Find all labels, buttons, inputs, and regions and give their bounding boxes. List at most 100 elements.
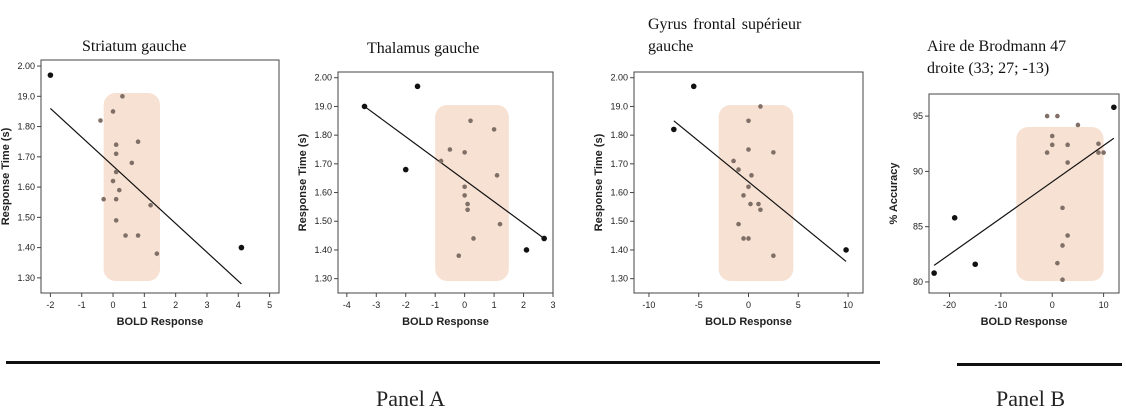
y-tick-label: 1.50: [610, 216, 628, 226]
data-point: [101, 196, 106, 202]
outlier-point: [523, 247, 530, 253]
y-tick-label: 1.80: [610, 130, 628, 140]
data-point: [113, 196, 119, 202]
panel-b-divider: [957, 363, 1122, 366]
panel-b-label: Panel B: [996, 386, 1066, 411]
data-point: [154, 251, 160, 256]
outlier-point: [238, 244, 245, 251]
panel-a-label: Panel A: [376, 386, 446, 411]
x-tick-label: 5: [267, 300, 272, 310]
chart-title-brodmann-text: Aire de Brodmann 47 droite (33; 27; -13): [927, 38, 1067, 77]
chart-title-gyrus: Gyrus frontal supérieur gauche: [648, 14, 848, 58]
y-tick-label: 85: [913, 222, 923, 232]
x-tick-label: 5: [796, 300, 801, 310]
y-tick-label: 19.0: [610, 101, 628, 111]
data-point: [741, 236, 746, 241]
data-point: [1065, 142, 1070, 148]
outlier-point: [671, 126, 677, 133]
x-tick-label: 10: [1099, 300, 1109, 310]
data-point: [110, 178, 116, 184]
plot-frame: [40, 59, 280, 294]
data-point: [748, 201, 753, 207]
y-tick-label: 2.00: [314, 73, 332, 83]
outlier-point: [972, 261, 979, 268]
data-point: [110, 109, 116, 114]
data-point: [1065, 160, 1070, 165]
x-tick-label: -4: [343, 300, 351, 310]
x-tick-label: 3: [204, 300, 209, 310]
data-point: [746, 147, 751, 152]
data-point: [497, 221, 503, 227]
y-tick-label: 1.30: [314, 274, 332, 284]
y-tick-label: 1.80: [314, 130, 332, 140]
x-tick-label: -1: [78, 300, 86, 310]
data-point: [456, 253, 462, 258]
data-point: [468, 118, 473, 124]
data-point: [1096, 150, 1101, 155]
data-point: [1075, 122, 1081, 128]
regression-line: [673, 120, 847, 262]
data-point: [148, 202, 153, 208]
regression-line: [933, 137, 1115, 266]
chart-3: -10 -5 0 5 10 1.30 1.40 1.50 1.60 1.70 1.80 19.0 2.0…: [593, 71, 864, 328]
x-tick-label: -2: [402, 300, 410, 310]
outlier-point: [541, 235, 547, 242]
y-tick-label: 1.60: [17, 182, 35, 192]
data-point: [113, 151, 119, 157]
x-tick-label: -10: [642, 300, 655, 310]
y-tick-label: 1.60: [610, 188, 628, 198]
data-point: [465, 207, 470, 213]
data-point: [447, 147, 453, 152]
y-tick-label: 1.30: [17, 273, 35, 283]
highlight-band: [103, 93, 160, 281]
data-point: [1049, 142, 1055, 148]
x-tick-label: 3: [550, 300, 555, 310]
outlier-point: [843, 247, 849, 253]
y-tick-label: 1.50: [17, 212, 35, 222]
data-point: [120, 94, 125, 99]
data-point: [746, 236, 751, 241]
y-tick-label: 1.60: [314, 188, 332, 198]
x-tick-label: 0: [746, 300, 751, 310]
outlier-point: [414, 83, 421, 90]
y-tick-label: 1.70: [17, 152, 35, 162]
outlier-point: [690, 83, 697, 90]
x-tick-label: -10: [994, 300, 1007, 310]
data-point: [471, 236, 476, 241]
data-point: [1044, 113, 1050, 119]
y-tick-label: 19.0: [17, 91, 35, 101]
y-tick-label: 19.0: [314, 101, 332, 111]
chart-title-striatum: Striatum gauche: [82, 38, 187, 55]
y-tick-label: 2.00: [610, 73, 628, 83]
y-axis-label: % Accuracy: [888, 162, 900, 225]
chart-title-gyrus-text: Gyrus frontal supérieur gauche: [648, 16, 802, 55]
y-tick-label: 1.50: [314, 216, 332, 226]
data-point: [1055, 260, 1060, 266]
chart-4: -20 -10 0 10 80 85 90 95 BOLD Response % Accuracy: [888, 93, 1120, 328]
y-axis-label: Response Time (s): [0, 127, 12, 225]
highlight-band: [1016, 127, 1104, 281]
y-tick-label: 1.80: [17, 122, 35, 132]
x-tick-label: -1: [431, 300, 439, 310]
y-tick-label: 1.40: [314, 245, 332, 255]
data-point: [462, 150, 467, 155]
plot-frame: [928, 93, 1120, 294]
data-point: [736, 167, 741, 172]
data-point: [1044, 150, 1050, 155]
panel-a-divider: [6, 361, 880, 364]
data-point: [1060, 205, 1065, 211]
data-point: [113, 169, 119, 175]
data-point: [462, 184, 467, 190]
data-point: [129, 160, 135, 166]
chart-title-thalamus: Thalamus gauche: [367, 40, 480, 57]
data-point: [116, 187, 122, 193]
chart-2: -4 -3 -2 -1 0 1 2 3 1.30 1.40 1.50 1.60 1.70 1.80 19.0…: [297, 71, 556, 328]
data-point: [771, 150, 776, 155]
data-point: [1096, 141, 1101, 147]
y-tick-label: 1.70: [610, 159, 628, 169]
x-tick-label: 4: [236, 300, 241, 310]
data-point: [494, 173, 500, 178]
x-tick-label: 0: [462, 300, 467, 310]
highlight-band: [435, 105, 509, 281]
x-tick-label: -2: [46, 300, 54, 310]
